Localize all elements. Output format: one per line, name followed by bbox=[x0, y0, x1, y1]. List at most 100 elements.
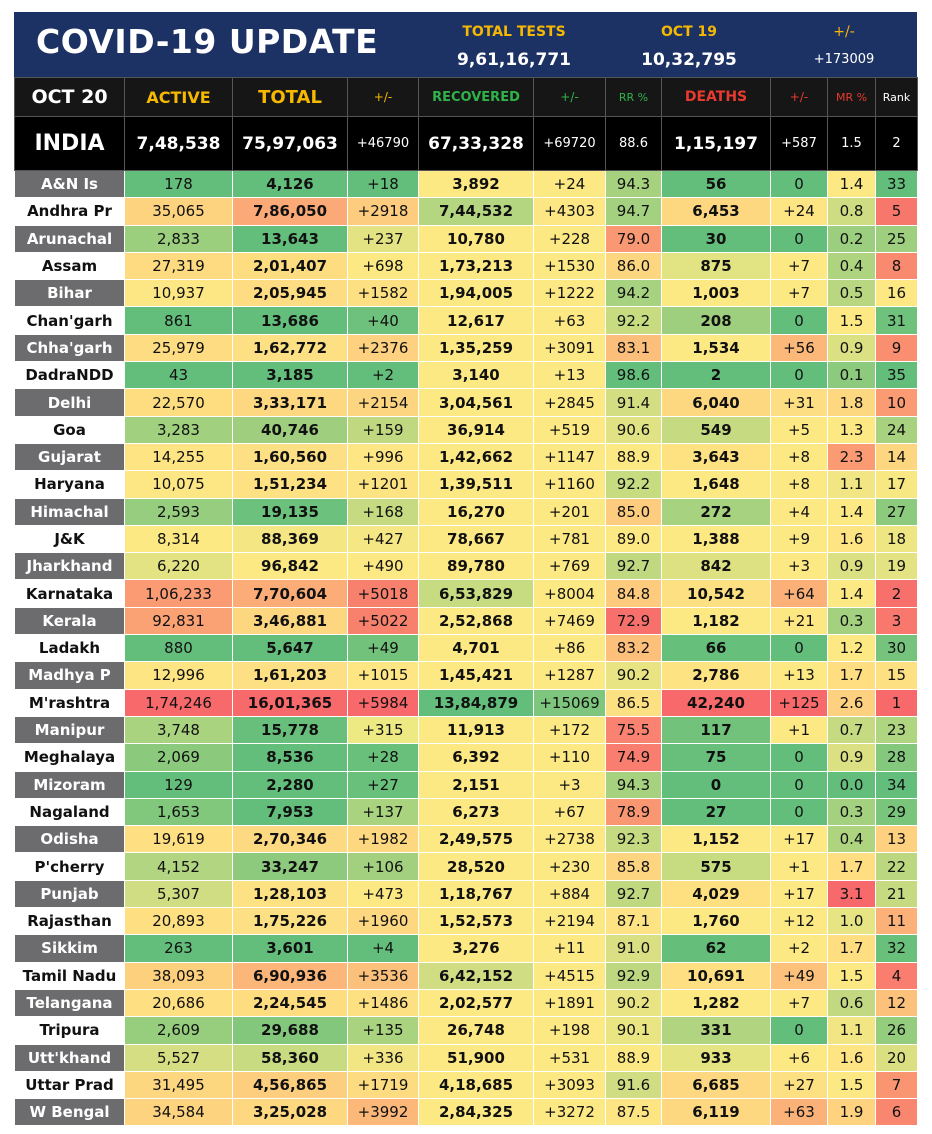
deaths-change-value: +8 bbox=[770, 470, 828, 499]
total-change-value: +336 bbox=[347, 1043, 419, 1072]
table-row: Rajasthan 20,893 1,75,226 +1960 1,52,573 +219… bbox=[14, 907, 918, 936]
tests-change-value: +173009 bbox=[813, 52, 875, 67]
total-change-value: +5984 bbox=[347, 688, 419, 717]
recovered-change-value: +3 bbox=[533, 770, 606, 799]
mr-value: 1.3 bbox=[827, 415, 876, 444]
rank-value: 32 bbox=[875, 934, 918, 963]
state-name: Bihar bbox=[14, 279, 125, 308]
state-name: W Bengal bbox=[14, 1098, 125, 1127]
mr-value: 0.1 bbox=[827, 361, 876, 390]
total-value: 88,369 bbox=[232, 524, 348, 554]
recovered-value: 6,53,829 bbox=[418, 579, 534, 608]
recovered-change-value: +2738 bbox=[533, 825, 606, 854]
active-value: 6,220 bbox=[124, 552, 233, 581]
col-rank: Rank bbox=[875, 77, 918, 117]
rr-value: 92.7 bbox=[605, 879, 662, 909]
deaths-value: 1,760 bbox=[661, 907, 771, 936]
mr-value: 0.7 bbox=[827, 715, 876, 745]
active-value: 31,495 bbox=[124, 1070, 233, 1100]
rank-value: 10 bbox=[875, 388, 918, 417]
deaths-change-value: +17 bbox=[770, 879, 828, 909]
table-row: P'cherry 4,152 33,247 +106 28,520 +230 85.8 575… bbox=[14, 852, 918, 881]
recovered-change-value: +1222 bbox=[533, 279, 606, 308]
active-value: 3,283 bbox=[124, 415, 233, 444]
deaths-change-value: 0 bbox=[770, 306, 828, 335]
rank-value: 12 bbox=[875, 988, 918, 1018]
deaths-value: 331 bbox=[661, 1016, 771, 1045]
state-name: Rajasthan bbox=[14, 907, 125, 936]
total-change-value: +237 bbox=[347, 224, 419, 253]
deaths-value: 2 bbox=[661, 361, 771, 390]
rr-value: 87.5 bbox=[605, 1098, 662, 1127]
total-value: 5,647 bbox=[232, 634, 348, 663]
mr-value: 0.5 bbox=[827, 279, 876, 308]
deaths-change-value: +5 bbox=[770, 415, 828, 444]
deaths-value: 1,388 bbox=[661, 524, 771, 554]
active-value: 4,152 bbox=[124, 852, 233, 881]
total-change-value: +168 bbox=[347, 497, 419, 526]
table-row: Andhra Pr 35,065 7,86,050 +2918 7,44,532 +430… bbox=[14, 197, 918, 226]
deaths-value: 208 bbox=[661, 306, 771, 335]
recovered-value: 1,39,511 bbox=[418, 470, 534, 499]
deaths-value: 6,040 bbox=[661, 388, 771, 417]
recovered-value: 10,780 bbox=[418, 224, 534, 253]
recovered-change-value: +1530 bbox=[533, 251, 606, 281]
mr-value: 1.0 bbox=[827, 907, 876, 936]
deaths-value: 842 bbox=[661, 552, 771, 581]
mr-value: 0.2 bbox=[827, 224, 876, 253]
active-value: 27,319 bbox=[124, 251, 233, 281]
total-value: 2,01,407 bbox=[232, 251, 348, 281]
rank-value: 33 bbox=[875, 169, 918, 199]
total-value: 19,135 bbox=[232, 497, 348, 526]
total-change-value: +1982 bbox=[347, 825, 419, 854]
rr-value: 94.2 bbox=[605, 279, 662, 308]
active-value: 34,584 bbox=[124, 1098, 233, 1127]
total-change-value: +49 bbox=[347, 634, 419, 663]
total-change-value: +315 bbox=[347, 715, 419, 745]
total-value: 15,778 bbox=[232, 715, 348, 745]
active-value: 5,307 bbox=[124, 879, 233, 909]
recovered-value: 13,84,879 bbox=[418, 688, 534, 717]
deaths-value: 1,003 bbox=[661, 279, 771, 308]
state-name: J&K bbox=[14, 524, 125, 554]
page-title: COVID-19 UPDATE bbox=[36, 22, 379, 61]
recovered-change-value: +24 bbox=[533, 169, 606, 199]
total-value: 3,25,028 bbox=[232, 1098, 348, 1127]
recovered-value: 3,892 bbox=[418, 169, 534, 199]
total-value: 2,24,545 bbox=[232, 988, 348, 1018]
deaths-change-value: +2 bbox=[770, 934, 828, 963]
rank-value: 8 bbox=[875, 251, 918, 281]
recovered-value: 1,42,662 bbox=[418, 442, 534, 472]
rr-value: 75.5 bbox=[605, 715, 662, 745]
recovered-value: 11,913 bbox=[418, 715, 534, 745]
recovered-value: 2,52,868 bbox=[418, 606, 534, 636]
deaths-change-value: +6 bbox=[770, 1043, 828, 1072]
total-change-value: +2918 bbox=[347, 197, 419, 226]
rr-value: 86.0 bbox=[605, 251, 662, 281]
deaths-value: 62 bbox=[661, 934, 771, 963]
active-value: 38,093 bbox=[124, 961, 233, 990]
recovered-change-value: +7469 bbox=[533, 606, 606, 636]
active-value: 14,255 bbox=[124, 442, 233, 472]
mr-value: 1.6 bbox=[827, 1043, 876, 1072]
mr-value: 1.7 bbox=[827, 661, 876, 690]
rr-value: 91.0 bbox=[605, 934, 662, 963]
deaths-value: 6,685 bbox=[661, 1070, 771, 1100]
total-value: 40,746 bbox=[232, 415, 348, 444]
table-row: Uttar Prad 31,495 4,56,865 +1719 4,18,685 +30… bbox=[14, 1070, 918, 1100]
deaths-value: 10,691 bbox=[661, 961, 771, 990]
active-value: 10,937 bbox=[124, 279, 233, 308]
total-change-value: +40 bbox=[347, 306, 419, 335]
rank-value: 26 bbox=[875, 1016, 918, 1045]
recovered-value: 3,276 bbox=[418, 934, 534, 963]
recovered-value: 89,780 bbox=[418, 552, 534, 581]
table-row: Nagaland 1,653 7,953 +137 6,273 +67 78.9 27 0 0.3… bbox=[14, 797, 918, 827]
total-value: 16,01,365 bbox=[232, 688, 348, 717]
total-change-value: +996 bbox=[347, 442, 419, 472]
rr-value: 91.4 bbox=[605, 388, 662, 417]
rr-value: 92.9 bbox=[605, 961, 662, 990]
total-change-value: +3536 bbox=[347, 961, 419, 990]
mr-value: 0.6 bbox=[827, 988, 876, 1018]
deaths-change-value: 0 bbox=[770, 770, 828, 799]
rank-value: 25 bbox=[875, 224, 918, 253]
